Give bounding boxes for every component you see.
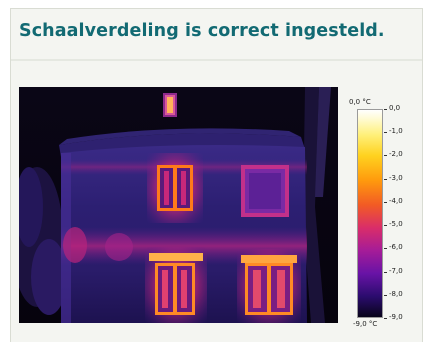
scale-max-label: 0,0 °C — [349, 98, 371, 106]
scale-ticks: 0,0 -1,0 -2,0 -3,0 -4,0 -5,0 -6,0 -7,0 -8,0 -9,0 — [384, 104, 424, 321]
chimney — [163, 93, 177, 117]
color-scale-bar — [357, 109, 383, 318]
scale-tick-label: -4,0 — [389, 196, 403, 205]
scale-tick-mark — [384, 271, 387, 273]
scale-tick-mark — [384, 201, 387, 203]
left-foliage — [19, 167, 67, 315]
scale-tick-label: -5,0 — [389, 220, 403, 229]
scale-tick-label: -8,0 — [389, 289, 403, 298]
thermal-house-image — [19, 87, 338, 323]
scale-tick-label: -9,0 — [389, 313, 403, 321]
scale-tick-label: -7,0 — [389, 266, 403, 275]
window-upper-right — [241, 165, 289, 217]
scale-tick-label: 0,0 — [389, 104, 401, 112]
window-lower-left — [145, 247, 207, 323]
scale-tick-mark — [384, 318, 387, 319]
window-upper-left — [147, 153, 203, 223]
window-lower-right — [237, 249, 301, 323]
scale-min-label: -9,0 °C — [353, 320, 378, 328]
scale-tick-mark — [384, 132, 387, 134]
scale-tick-label: -2,0 — [389, 150, 403, 159]
scale-tick-mark — [384, 294, 387, 296]
scale-tick-label: -1,0 — [389, 127, 403, 136]
scale-tick-label: -3,0 — [389, 173, 403, 182]
scale-tick-label: -6,0 — [389, 243, 403, 252]
page-title: Schaalverdeling is correct ingesteld. — [19, 21, 385, 41]
scale-tick-mark — [384, 225, 387, 227]
roof — [59, 133, 305, 157]
scale-tick-mark — [384, 178, 387, 180]
scale-tick-mark — [384, 109, 387, 110]
title-divider — [11, 59, 422, 61]
scale-tick-mark — [384, 155, 387, 157]
right-tree — [303, 87, 331, 323]
scale-tick-mark — [384, 248, 387, 250]
